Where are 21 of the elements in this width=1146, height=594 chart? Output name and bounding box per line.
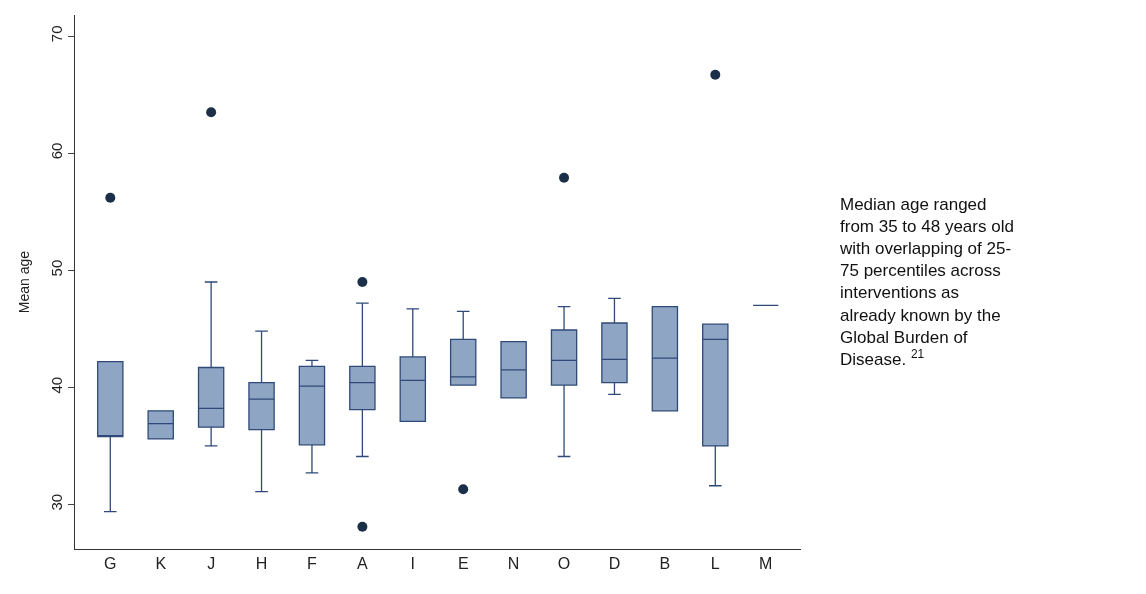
x-tick-label: D [608,555,621,573]
x-tick-label: H [255,555,268,573]
y-tick-label: 30 [48,493,65,511]
x-tick-label: K [155,555,167,573]
y-tick-label: 60 [48,142,65,160]
y-tick-label: 70 [48,25,65,43]
x-tick-label: A [357,555,369,573]
x-tick-label: B [659,555,671,573]
x-tick-label: I [410,555,416,573]
y-axis-title: Mean age [15,250,32,314]
x-tick-label: O [557,555,571,573]
x-tick-label: F [307,555,318,573]
x-tick-label: M [759,555,773,573]
y-tick-label: 40 [48,376,65,394]
text: Median age ranged from 35 to 48 years old with overlapping of 25- 75 percentiles across interventions as already known by the Global Burden of Disease. $^{21}$ [840,195,1014,369]
x-tick-label: N [507,555,520,573]
x-tick-label: J [207,555,216,573]
x-tick-label: G [104,555,117,573]
x-tick-label: L [710,555,720,573]
x-tick-label: E [457,555,469,573]
y-tick-label: 50 [48,259,65,277]
